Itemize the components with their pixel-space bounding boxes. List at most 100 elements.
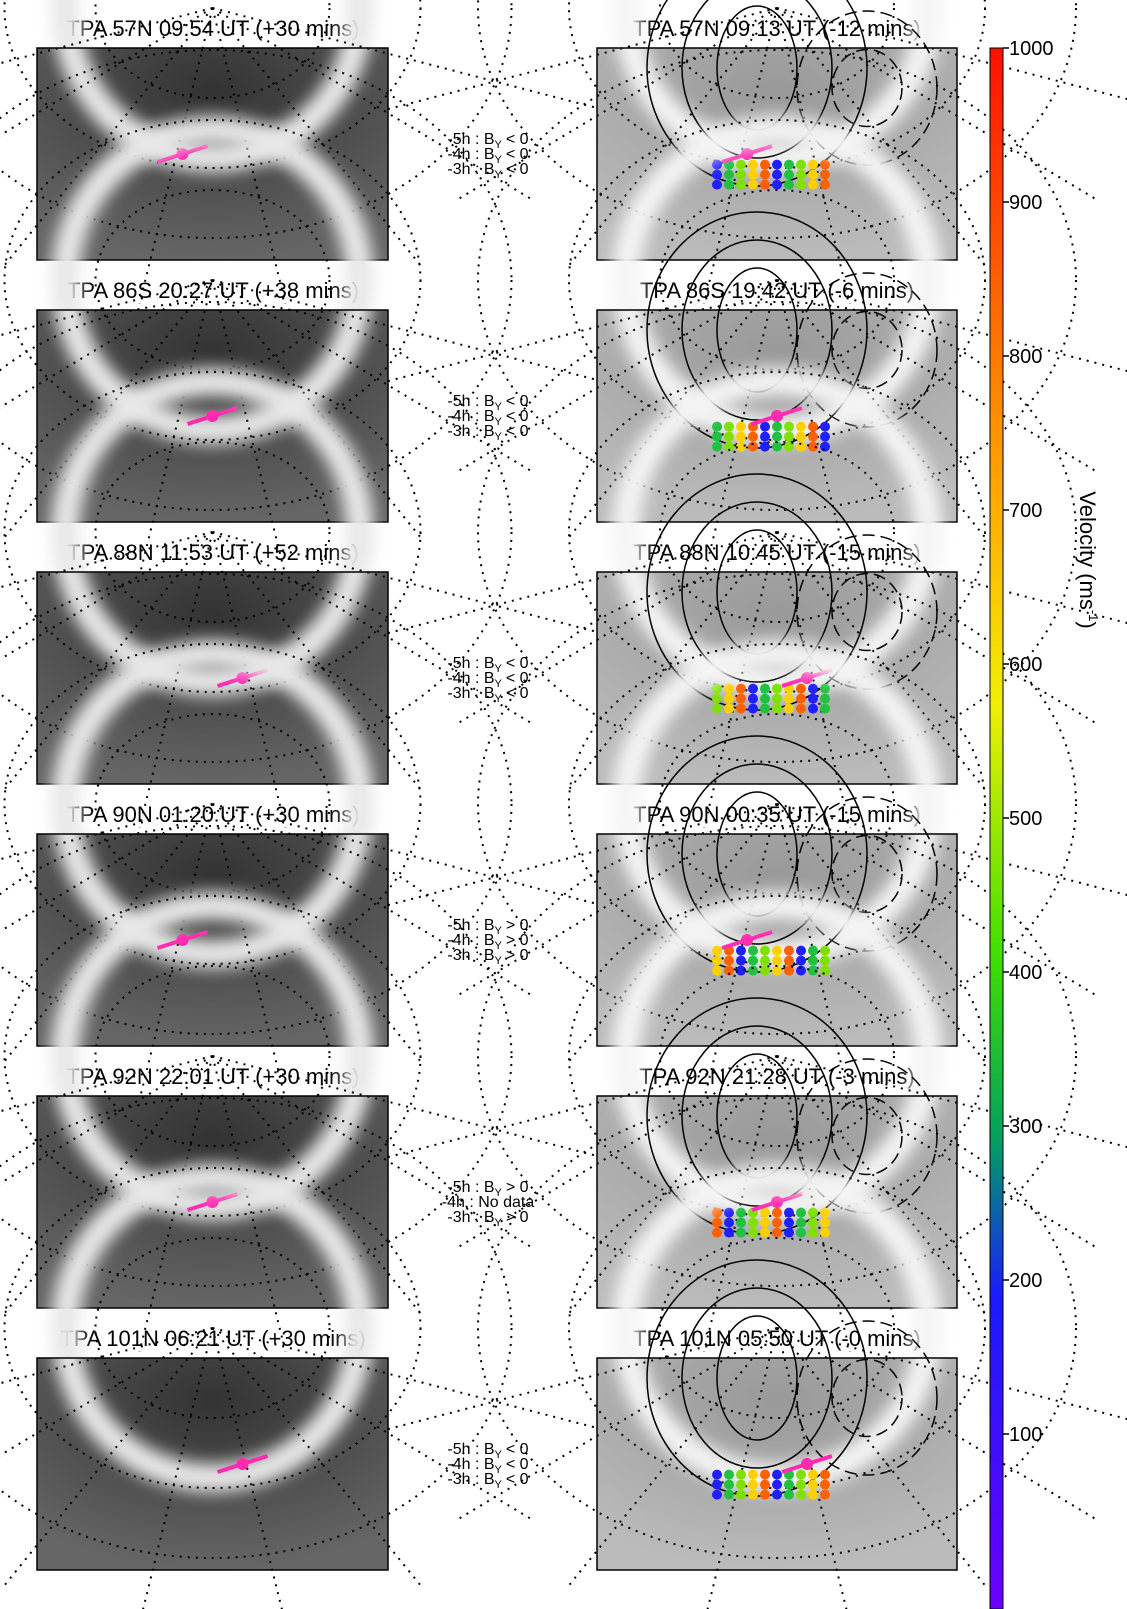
grid-circle bbox=[0, 301, 513, 763]
radar-vector bbox=[736, 945, 746, 956]
radar-vector bbox=[796, 1227, 806, 1238]
map-panel bbox=[382, 825, 1127, 1352]
radar-vector bbox=[784, 431, 794, 442]
radar-vector bbox=[808, 441, 818, 452]
grid-meridian bbox=[454, 7, 778, 202]
radar-vector bbox=[796, 1479, 806, 1490]
radar-vector bbox=[820, 683, 830, 694]
grid-circle bbox=[568, 371, 986, 693]
radar-vector bbox=[724, 693, 734, 704]
text-part: < 0 bbox=[506, 655, 529, 672]
grid-circle bbox=[94, 0, 331, 99]
grid-circle bbox=[3, 0, 422, 169]
grid-circle bbox=[568, 119, 986, 441]
grid-meridian bbox=[138, 531, 214, 828]
radar-vector bbox=[736, 1469, 746, 1480]
radar-vector bbox=[808, 703, 818, 714]
magenta-marker bbox=[236, 672, 249, 684]
radar-vector bbox=[772, 1207, 782, 1218]
radar-vector bbox=[796, 683, 806, 694]
grid-circle bbox=[3, 371, 422, 693]
text-part: > 0 bbox=[506, 917, 529, 934]
radar-vector bbox=[772, 1217, 782, 1228]
text-part: Y bbox=[495, 1187, 503, 1199]
radar-vector bbox=[748, 693, 758, 704]
text-part: Y bbox=[495, 955, 503, 967]
map-panel bbox=[382, 301, 1127, 828]
right-panel-title: TPA 88N 10:45 UT (-15 mins) bbox=[633, 540, 921, 565]
auroral-oval bbox=[51, 116, 374, 444]
map-panel bbox=[382, 573, 1127, 1100]
radar-vector bbox=[772, 179, 782, 190]
auroral-oval bbox=[51, 0, 374, 172]
radar-vector bbox=[784, 1217, 794, 1228]
radar-vector bbox=[772, 1469, 782, 1480]
radar-vector bbox=[808, 683, 818, 694]
radar-vector bbox=[772, 693, 782, 704]
magenta-marker bbox=[771, 410, 783, 422]
imf-condition: -4h : BY < 0 bbox=[447, 146, 528, 166]
potential-contour bbox=[831, 1096, 903, 1176]
radar-vector bbox=[748, 683, 758, 694]
potential-contour bbox=[716, 1315, 798, 1441]
grid-meridian bbox=[776, 803, 1100, 998]
grid-circle bbox=[568, 895, 986, 1217]
potential-contour bbox=[831, 310, 903, 390]
radar-vector bbox=[760, 179, 770, 190]
radar-vector bbox=[724, 955, 734, 966]
text-part: < 0 bbox=[506, 685, 529, 702]
left-panel-title: TPA 88N 11:53 UT (+52 mins) bbox=[67, 540, 359, 565]
imf-condition: -4h : BY < 0 bbox=[447, 408, 528, 428]
radar-vector bbox=[736, 169, 746, 180]
text-part: -4h : B bbox=[447, 932, 494, 949]
radar-vector bbox=[748, 169, 758, 180]
right-panel-title: TPA 90N 00:35 UT (-15 mins) bbox=[633, 802, 921, 827]
radar-vector bbox=[724, 1479, 734, 1490]
text-part: > 0 bbox=[506, 1209, 529, 1226]
grid-meridian bbox=[138, 279, 214, 576]
text-part: Y bbox=[495, 663, 503, 675]
text-part: -4h : B bbox=[447, 670, 494, 687]
radar-vector bbox=[760, 683, 770, 694]
radar-vector bbox=[772, 431, 782, 442]
radar-vector bbox=[748, 431, 758, 442]
text-part: < 0 bbox=[506, 1456, 529, 1473]
grid-circle bbox=[3, 1167, 422, 1489]
radar-vector bbox=[796, 1489, 806, 1500]
radar-vector bbox=[724, 421, 734, 432]
grid-circle bbox=[0, 0, 513, 239]
colorbar-tick-label: 100 bbox=[1009, 1424, 1042, 1446]
panel-frame bbox=[596, 571, 958, 785]
radar-vector bbox=[796, 703, 806, 714]
radar-vector bbox=[772, 945, 782, 956]
radar-vector bbox=[736, 421, 746, 432]
imf-condition: -4h : BY < 0 bbox=[447, 1456, 528, 1476]
radar-vector bbox=[808, 965, 818, 976]
radar-vector bbox=[760, 1489, 770, 1500]
radar-vector bbox=[808, 159, 818, 170]
imf-condition: -5h : BY < 0 bbox=[447, 655, 528, 675]
radar-vector bbox=[820, 703, 830, 714]
magenta-marker bbox=[741, 148, 753, 160]
radar-vector bbox=[772, 169, 782, 180]
grid-meridian bbox=[454, 803, 778, 998]
radar-vector bbox=[712, 159, 722, 170]
imf-condition: -3h : BY < 0 bbox=[447, 1471, 528, 1491]
radar-vector bbox=[748, 1469, 758, 1480]
radar-vector bbox=[784, 1207, 794, 1218]
grid-circle bbox=[568, 0, 986, 169]
magenta-marker bbox=[206, 410, 219, 422]
radar-vector bbox=[724, 1227, 734, 1238]
text-part: ) bbox=[1075, 621, 1100, 628]
text-part: < 0 bbox=[506, 146, 529, 163]
grid-circle bbox=[0, 1097, 513, 1559]
auroral-oval bbox=[51, 1164, 374, 1492]
radar-vector bbox=[772, 965, 782, 976]
grid-meridian bbox=[142, 1327, 214, 1609]
radar-vector bbox=[712, 179, 722, 190]
radar-vector bbox=[760, 1207, 770, 1218]
radar-vector bbox=[736, 1227, 746, 1238]
potential-contour bbox=[831, 1358, 903, 1438]
radar-vector bbox=[736, 1479, 746, 1490]
